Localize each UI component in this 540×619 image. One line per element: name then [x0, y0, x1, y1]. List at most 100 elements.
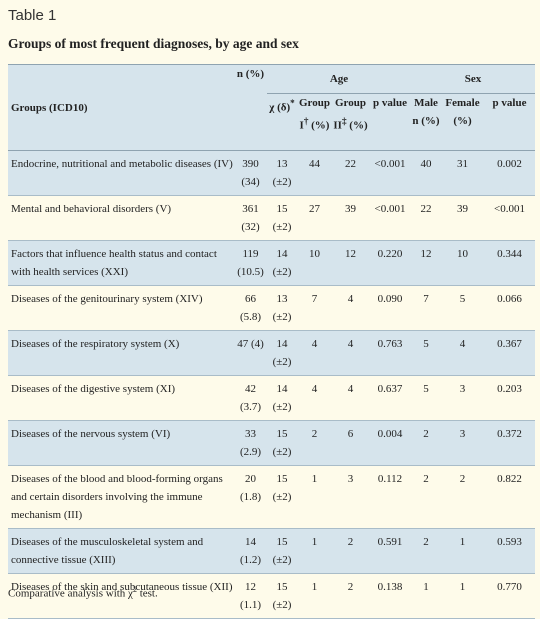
- female-cell: 3: [459, 383, 466, 395]
- male-header: Male n (%): [411, 93, 442, 151]
- p-age-cell: 0.591: [377, 536, 403, 548]
- p-age-cell: <0.001: [374, 203, 406, 215]
- group-cell: Diseases of the blood and blood-forming …: [11, 473, 223, 521]
- female-cell: 4: [459, 338, 466, 350]
- group2-cell: 39: [345, 203, 356, 215]
- p-age-header: p value: [369, 93, 412, 151]
- footnote: Comparative analysis with χ2 test.: [8, 585, 158, 600]
- chi-cell: 15 (±2): [272, 581, 292, 611]
- table-row: Factors that influence health status and…: [8, 240, 536, 286]
- group1-cell: 44: [309, 158, 320, 170]
- female-cell: 10: [457, 248, 469, 260]
- table-row: Diseases of the digestive system (XI) 42 …: [8, 376, 536, 421]
- p-age-cell: 0.112: [377, 473, 403, 485]
- n-cell: 361 (32): [241, 203, 260, 233]
- male-cell: 7: [423, 293, 429, 305]
- table-row: Diseases of the genitourinary system (XI…: [8, 286, 536, 331]
- sex-group-header: Sex: [411, 64, 536, 94]
- table-title: Groups of most frequent diagnoses, by ag…: [8, 36, 299, 51]
- chi-cell: 14 (±2): [272, 383, 292, 413]
- group1-cell: 4: [311, 383, 318, 395]
- p-age-cell: <0.001: [374, 158, 406, 170]
- group2-cell: 4: [347, 338, 354, 350]
- female-cell: 1: [459, 581, 466, 593]
- n-cell: 390 (34): [241, 158, 260, 188]
- n-cell: 12 (1.1): [239, 581, 262, 611]
- group1-cell: 1: [311, 536, 318, 548]
- female-cell: 31: [457, 158, 469, 170]
- male-cell: 22: [420, 203, 432, 215]
- table-row: Diseases of the blood and blood-forming …: [8, 466, 536, 529]
- group-cell: Diseases of the skin and subcutaneous ti…: [11, 581, 233, 593]
- n-cell: 47 (4): [237, 338, 264, 350]
- group1-cell: 1: [311, 473, 318, 485]
- group1-cell: 4: [311, 338, 318, 350]
- group1-cell: 7: [311, 293, 318, 305]
- table-container: Groups (ICD10) n (%) Age Sex χ (δ)* Grou…: [8, 64, 536, 619]
- p-sex-cell: 0.372: [497, 428, 522, 440]
- female-cell: 2: [459, 473, 466, 485]
- group1-header: Group I† (%): [297, 93, 332, 151]
- male-cell: 1: [423, 581, 429, 593]
- p-sex-cell: 0.822: [497, 473, 522, 485]
- p-sex-cell: 0.344: [497, 248, 522, 260]
- group1-cell: 10: [309, 248, 320, 260]
- p-sex-cell: 0.066: [497, 293, 522, 305]
- male-cell: 5: [423, 338, 429, 350]
- table-body: Endocrine, nutritional and metabolic dis…: [8, 150, 536, 619]
- n-header: n (%): [234, 64, 267, 151]
- group1-cell: 27: [309, 203, 320, 215]
- chi-cell: 14 (±2): [272, 338, 292, 368]
- male-cell: 2: [423, 536, 429, 548]
- n-cell: 14 (1.2): [239, 536, 262, 566]
- group2-header: Group II‡ (%): [332, 93, 369, 151]
- p-sex-cell: 0.770: [497, 581, 522, 593]
- group-cell: Diseases of the genitourinary system (XI…: [11, 293, 203, 305]
- group-cell: Diseases of the respiratory system (X): [11, 338, 180, 350]
- n-cell: 119 (10.5): [237, 248, 264, 278]
- group-cell: Diseases of the musculoskeletal system a…: [11, 536, 204, 566]
- female-cell: 1: [459, 536, 466, 548]
- group2-cell: 3: [347, 473, 354, 485]
- female-cell: 5: [459, 293, 466, 305]
- group-cell: Diseases of the nervous system (VI): [11, 428, 171, 440]
- p-age-cell: 0.637: [377, 383, 403, 395]
- p-age-cell: 0.004: [377, 428, 403, 440]
- p-age-cell: 0.763: [377, 338, 403, 350]
- male-cell: 5: [423, 383, 429, 395]
- p-age-cell: 0.220: [377, 248, 403, 260]
- chi-cell: 15 (±2): [272, 203, 292, 233]
- female-cell: 3: [459, 428, 466, 440]
- table-header: Groups (ICD10) n (%) Age Sex χ (δ)* Grou…: [8, 64, 536, 151]
- group2-cell: 12: [345, 248, 356, 260]
- p-sex-cell: 0.203: [497, 383, 522, 395]
- group-cell: Diseases of the digestive system (XI): [11, 383, 176, 395]
- table-row: Endocrine, nutritional and metabolic dis…: [8, 150, 536, 196]
- chi-cell: 13 (±2): [272, 293, 292, 323]
- male-cell: 2: [423, 428, 429, 440]
- table-row: Diseases of the musculoskeletal system a…: [8, 528, 536, 574]
- group2-cell: 4: [347, 383, 354, 395]
- chi-cell: 15 (±2): [272, 473, 292, 503]
- group-cell: Mental and behavioral disorders (V): [11, 203, 172, 215]
- chi-header: χ (δ)*: [267, 93, 297, 151]
- p-age-cell: 0.090: [377, 293, 403, 305]
- male-cell: 12: [420, 248, 432, 260]
- chi-footnote-mark: *: [290, 98, 295, 108]
- table-row: Diseases of the respiratory system (X) 47…: [8, 330, 536, 376]
- group-cell: Factors that influence health status and…: [11, 248, 217, 278]
- diagnoses-table: Groups (ICD10) n (%) Age Sex χ (δ)* Grou…: [8, 64, 536, 619]
- groups-header: Groups (ICD10): [8, 64, 234, 151]
- male-cell: 2: [423, 473, 429, 485]
- n-cell: 42 (3.7): [239, 383, 262, 413]
- p-age-cell: 0.138: [377, 581, 403, 593]
- group1-cell: 2: [311, 428, 318, 440]
- age-group-header: Age: [267, 64, 412, 94]
- p-sex-cell: 0.593: [497, 536, 522, 548]
- p-sex-cell: 0.367: [497, 338, 522, 350]
- chi-cell: 15 (±2): [272, 428, 292, 458]
- male-cell: 40: [420, 158, 432, 170]
- group2-cell: 6: [347, 428, 354, 440]
- table-row: Diseases of the nervous system (VI) 33 (2…: [8, 420, 536, 466]
- n-cell: 33 (2.9): [239, 428, 262, 458]
